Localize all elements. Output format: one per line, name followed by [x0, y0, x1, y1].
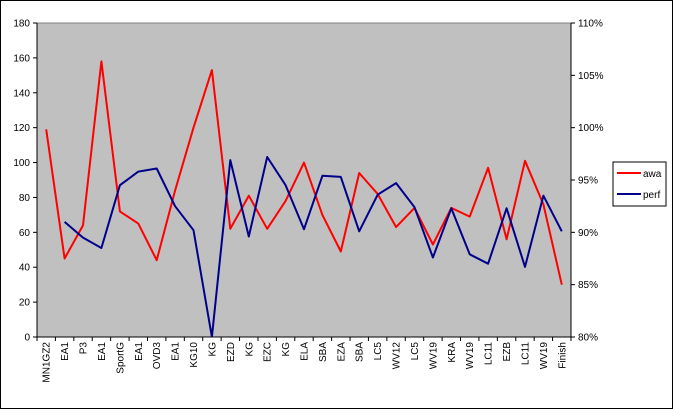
series-line-perf: [63, 156, 563, 337]
x-axis-tick-label: SportG: [115, 342, 126, 374]
left-axis-tick-label: 120: [13, 123, 30, 134]
x-axis-tick-label: Finish: [557, 342, 568, 369]
left-axis-tick-label: 60: [19, 228, 31, 239]
right-axis: 80% 85% 90% 95% 100% 105% 110%: [570, 19, 604, 344]
x-axis-tick-label: EZD: [226, 342, 237, 362]
x-axis-tick-label: EA1: [97, 342, 108, 361]
x-axis-tick-label: LC11: [520, 342, 531, 366]
legend-box: [612, 161, 667, 207]
x-axis: MN1GZ2 EA1 P3 EA1 SportG EA1 OVD3 EA1 KG10 KG EZD K…: [36, 336, 572, 383]
x-axis-tick-label: WV19: [539, 342, 550, 370]
x-axis-tick-label: ELA: [300, 342, 311, 361]
x-axis-tick-label: WV19: [465, 342, 476, 370]
left-axis-tick-label: 160: [13, 53, 30, 64]
legend-label-perf: perf: [643, 190, 660, 201]
legend-label-awa: awa: [643, 169, 662, 180]
x-axis-tick-label: EZA: [336, 342, 347, 362]
left-axis-tick-label: 140: [13, 88, 30, 99]
x-axis-tick-label: LC11: [484, 342, 495, 366]
x-axis-tick-label: KG: [207, 342, 218, 357]
x-axis-tick-label: OVD3: [152, 342, 163, 370]
legend: awa perf: [612, 161, 667, 207]
left-axis: 0 20 40 60 80 100 120 140 160 180: [13, 19, 38, 344]
right-axis-tick-label: 80%: [578, 333, 598, 344]
x-axis-tick-label: EZB: [502, 342, 513, 362]
x-axis-tick-label: EA1: [171, 342, 182, 361]
x-axis-tick-label: EZC: [263, 342, 274, 362]
left-axis-tick-label: 100: [13, 158, 30, 169]
x-axis-tick-label: SBA: [355, 342, 366, 362]
x-axis-tick-label: WV12: [392, 342, 403, 370]
right-axis-tick-label: 100%: [578, 123, 604, 134]
right-axis-tick-label: 90%: [578, 228, 598, 239]
x-axis-tick-label: WV19: [428, 342, 439, 370]
x-axis-tick-label: LC5: [410, 342, 421, 361]
x-axis-tick-label: P3: [79, 342, 90, 355]
right-axis-tick-label: 105%: [578, 71, 604, 82]
x-axis-tick-label: LC5: [373, 342, 384, 361]
left-axis-tick-label: 40: [19, 263, 31, 274]
series-layer: [45, 60, 563, 337]
right-axis-tick-label: 85%: [578, 280, 598, 291]
series-line-awa: [45, 60, 563, 285]
x-axis-tick-label: KG: [281, 342, 292, 357]
left-axis-tick-label: 80: [19, 193, 31, 204]
left-axis-tick-label: 180: [13, 19, 30, 30]
x-axis-tick-label: KG: [244, 342, 255, 357]
left-axis-tick-label: 20: [19, 298, 31, 309]
x-axis-tick-label: SBA: [318, 342, 329, 362]
x-axis-tick-label: KRA: [447, 342, 458, 363]
right-axis-tick-label: 110%: [578, 19, 603, 30]
x-axis-tick-label: MN1GZ2: [42, 342, 53, 383]
right-axis-tick-label: 95%: [578, 176, 598, 187]
x-axis-tick-label: EA1: [134, 342, 145, 361]
x-axis-tick-label: EA1: [60, 342, 71, 361]
left-axis-tick-label: 0: [24, 333, 30, 344]
x-axis-tick-label: KG10: [189, 342, 200, 368]
